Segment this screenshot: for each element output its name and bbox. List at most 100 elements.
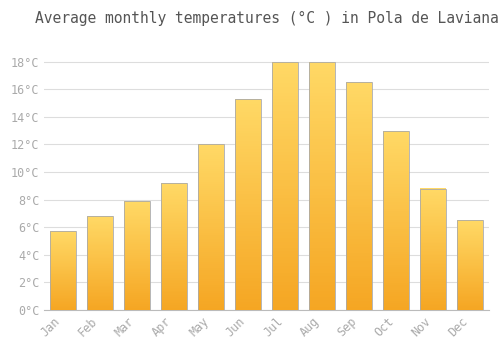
Bar: [310, 142, 335, 146]
Bar: [310, 182, 335, 186]
Bar: [161, 257, 187, 259]
Bar: [161, 262, 187, 264]
Bar: [235, 99, 261, 101]
Bar: [50, 267, 76, 268]
Bar: [198, 281, 224, 283]
Bar: [87, 246, 113, 248]
Bar: [458, 299, 483, 300]
Bar: [310, 96, 335, 99]
Bar: [272, 266, 298, 270]
Bar: [161, 235, 187, 237]
Bar: [50, 306, 76, 307]
Bar: [458, 240, 483, 241]
Bar: [124, 267, 150, 269]
Bar: [384, 133, 409, 135]
Bar: [198, 256, 224, 258]
Bar: [198, 167, 224, 169]
Bar: [161, 230, 187, 232]
Bar: [235, 265, 261, 267]
Bar: [235, 162, 261, 165]
Bar: [87, 274, 113, 276]
Bar: [235, 196, 261, 199]
Bar: [198, 183, 224, 186]
Bar: [310, 201, 335, 204]
Bar: [420, 243, 446, 245]
Bar: [198, 145, 224, 310]
Bar: [346, 204, 372, 208]
Bar: [384, 249, 409, 252]
Bar: [50, 266, 76, 267]
Bar: [458, 250, 483, 252]
Bar: [272, 180, 298, 183]
Bar: [198, 252, 224, 254]
Bar: [161, 241, 187, 243]
Bar: [198, 241, 224, 244]
Bar: [235, 191, 261, 194]
Bar: [198, 198, 224, 200]
Bar: [87, 288, 113, 290]
Bar: [124, 239, 150, 240]
Bar: [161, 303, 187, 305]
Bar: [310, 108, 335, 111]
Bar: [346, 173, 372, 176]
Bar: [87, 292, 113, 293]
Bar: [87, 254, 113, 256]
Bar: [458, 265, 483, 266]
Bar: [161, 294, 187, 295]
Bar: [346, 148, 372, 150]
Bar: [384, 231, 409, 233]
Bar: [124, 210, 150, 212]
Bar: [346, 99, 372, 102]
Bar: [50, 295, 76, 296]
Bar: [161, 251, 187, 253]
Bar: [346, 156, 372, 159]
Bar: [124, 290, 150, 292]
Bar: [124, 288, 150, 289]
Bar: [346, 162, 372, 165]
Bar: [310, 167, 335, 170]
Bar: [458, 259, 483, 260]
Bar: [346, 128, 372, 131]
Bar: [384, 260, 409, 263]
Bar: [346, 131, 372, 134]
Bar: [272, 93, 298, 96]
Bar: [198, 233, 224, 235]
Bar: [384, 307, 409, 310]
Bar: [235, 307, 261, 310]
Bar: [420, 287, 446, 288]
Bar: [384, 169, 409, 171]
Bar: [87, 270, 113, 271]
Bar: [384, 225, 409, 227]
Bar: [198, 202, 224, 204]
Bar: [384, 173, 409, 175]
Bar: [384, 177, 409, 180]
Bar: [161, 206, 187, 208]
Bar: [124, 241, 150, 243]
Bar: [384, 218, 409, 220]
Bar: [346, 91, 372, 94]
Bar: [346, 119, 372, 122]
Bar: [161, 302, 187, 303]
Bar: [50, 250, 76, 251]
Bar: [346, 88, 372, 91]
Bar: [124, 224, 150, 225]
Bar: [420, 301, 446, 302]
Bar: [124, 235, 150, 236]
Bar: [198, 266, 224, 268]
Bar: [198, 161, 224, 163]
Bar: [458, 227, 483, 228]
Bar: [384, 301, 409, 303]
Bar: [310, 300, 335, 303]
Bar: [87, 218, 113, 219]
Bar: [198, 303, 224, 306]
Bar: [310, 238, 335, 242]
Bar: [420, 296, 446, 297]
Bar: [458, 301, 483, 302]
Bar: [346, 150, 372, 153]
Bar: [346, 117, 372, 119]
Bar: [420, 282, 446, 284]
Bar: [124, 220, 150, 221]
Bar: [310, 74, 335, 77]
Bar: [50, 235, 76, 236]
Bar: [235, 160, 261, 162]
